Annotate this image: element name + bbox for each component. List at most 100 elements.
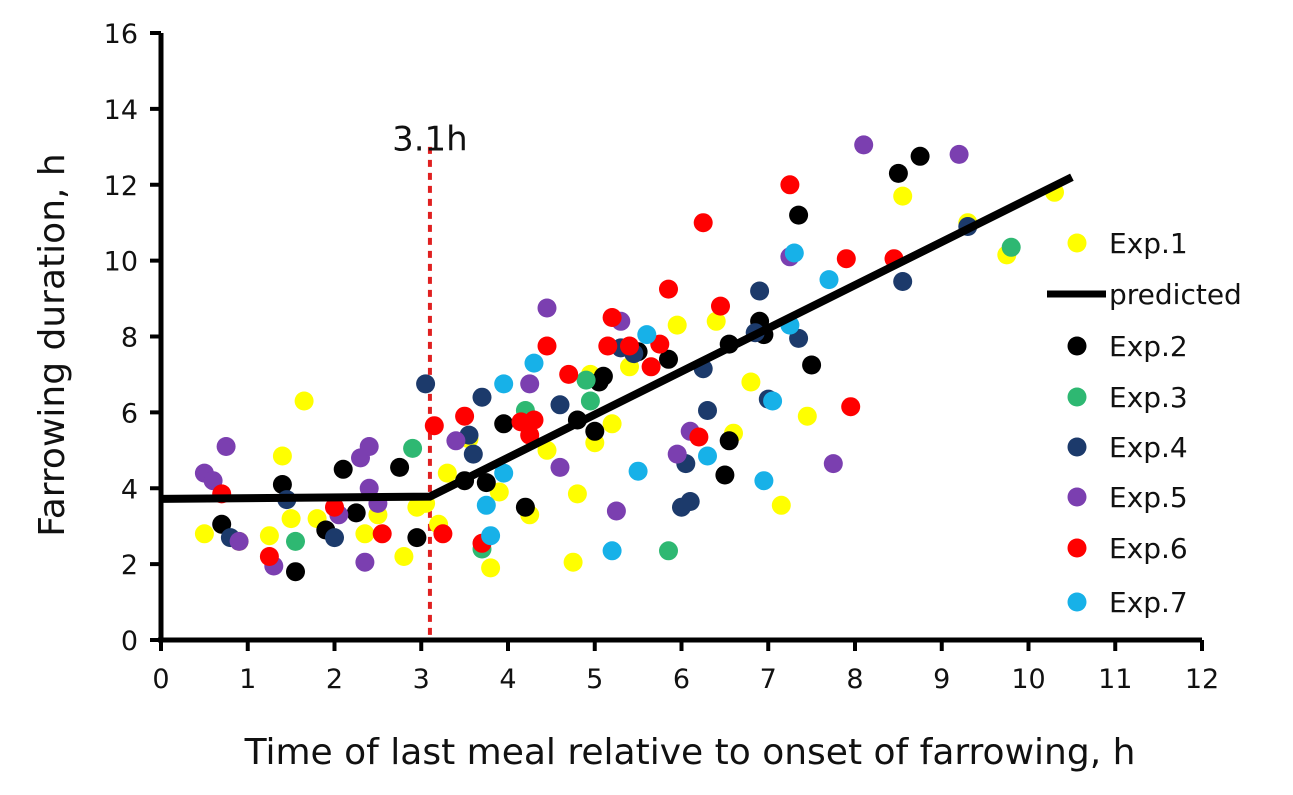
point-exp-1 — [741, 372, 761, 392]
point-exp-1 — [272, 446, 292, 466]
point-exp-1 — [893, 186, 913, 206]
point-exp-2 — [494, 414, 514, 434]
point-exp-2 — [719, 431, 739, 451]
point-exp-6 — [524, 410, 544, 430]
y-tick-label: 6 — [121, 398, 138, 429]
point-exp-5 — [606, 501, 626, 521]
point-exp-1 — [194, 524, 214, 544]
point-exp-6 — [325, 497, 344, 517]
x-tick-label: 0 — [152, 664, 169, 695]
x-tick-label: 12 — [1185, 664, 1219, 695]
point-exp-1 — [394, 547, 414, 566]
legend-label-exp-2: Exp.2 — [1109, 330, 1188, 363]
point-exp-7 — [494, 463, 514, 483]
point-exp-2 — [476, 473, 496, 493]
point-exp-1 — [771, 495, 791, 515]
x-tick-label: 8 — [846, 664, 863, 695]
y-tick-label: 14 — [104, 95, 138, 126]
point-exp-6 — [424, 416, 444, 436]
point-exp-2 — [910, 146, 930, 166]
point-exp-4 — [750, 281, 770, 301]
point-exp-6 — [455, 406, 475, 426]
y-tick-label: 8 — [121, 323, 138, 354]
point-exp-2 — [272, 475, 292, 494]
point-exp-3 — [659, 541, 678, 561]
point-exp-5 — [854, 135, 874, 155]
point-exp-7 — [476, 495, 496, 515]
legend-swatch-exp-2 — [1067, 336, 1087, 356]
point-exp-4 — [698, 401, 717, 420]
legend-label-predicted: predicted — [1109, 278, 1242, 311]
point-exp-6 — [620, 336, 639, 356]
x-tick-label: 9 — [933, 664, 950, 695]
point-exp-5 — [359, 437, 379, 456]
x-tick-label: 1 — [239, 664, 256, 695]
point-exp-5 — [446, 431, 466, 451]
point-exp-4 — [550, 395, 570, 415]
point-exp-4 — [472, 387, 492, 407]
point-exp-6 — [836, 249, 856, 269]
legend-label-exp-4: Exp.4 — [1109, 431, 1188, 464]
point-exp-2 — [585, 421, 605, 441]
x-tick-label: 3 — [413, 664, 430, 695]
point-exp-7 — [698, 446, 717, 466]
point-exp-1 — [355, 524, 375, 544]
legend-swatch-exp-7 — [1067, 592, 1087, 612]
x-tick-label: 4 — [499, 664, 516, 695]
point-exp-5 — [537, 298, 557, 318]
point-exp-2 — [333, 459, 353, 479]
point-exp-1 — [437, 463, 457, 483]
point-exp-5 — [520, 374, 540, 394]
point-exp-6 — [780, 175, 800, 195]
point-exp-4 — [680, 492, 700, 511]
point-exp-6 — [559, 364, 579, 384]
point-exp-3 — [286, 531, 305, 551]
point-exp-6 — [641, 357, 661, 377]
point-exp-7 — [628, 461, 648, 481]
point-exp-6 — [259, 547, 279, 566]
x-axis-title: Time of last meal relative to onset of f… — [244, 732, 1136, 773]
point-exp-7 — [754, 471, 774, 491]
point-exp-5 — [667, 444, 687, 464]
point-exp-7 — [524, 353, 544, 373]
y-tick-label: 4 — [121, 474, 138, 505]
y-tick-label: 10 — [104, 247, 138, 278]
y-tick-label: 12 — [104, 171, 138, 202]
point-exp-1 — [706, 311, 726, 331]
axes — [158, 33, 1202, 643]
point-exp-7 — [602, 541, 622, 561]
point-exp-7 — [784, 243, 804, 263]
x-tick-label: 10 — [1011, 664, 1045, 695]
legend-swatch-exp-3 — [1067, 387, 1087, 407]
point-exp-6 — [650, 334, 670, 354]
point-exp-4 — [893, 272, 913, 291]
x-tick-label: 7 — [760, 664, 777, 695]
point-exp-2 — [346, 503, 366, 523]
point-exp-2 — [789, 205, 809, 225]
point-exp-6 — [659, 279, 678, 299]
point-exp-6 — [841, 397, 861, 417]
point-exp-1 — [481, 558, 501, 578]
point-exp-5 — [550, 457, 570, 477]
point-exp-2 — [593, 366, 613, 386]
y-tick-label: 2 — [121, 550, 138, 581]
point-exp-2 — [286, 562, 305, 582]
point-exp-4 — [463, 444, 483, 464]
legend-swatch-exp-1 — [1067, 233, 1087, 253]
x-tick-label: 2 — [326, 664, 343, 695]
legend-label-exp-6: Exp.6 — [1109, 532, 1188, 565]
predicted-line — [160, 173, 1074, 503]
point-exp-3 — [580, 391, 600, 411]
point-exp-5 — [229, 531, 249, 551]
point-exp-4 — [325, 528, 344, 548]
point-exp-6 — [689, 427, 709, 447]
point-exp-1 — [567, 484, 587, 504]
x-tick-label: 11 — [1098, 664, 1132, 695]
legend-swatch-exp-6 — [1067, 538, 1087, 558]
point-exp-6 — [372, 524, 392, 544]
point-exp-3 — [1001, 237, 1021, 257]
point-exp-6 — [537, 336, 557, 356]
y-axis-title: Farrowing duration, h — [32, 153, 73, 536]
